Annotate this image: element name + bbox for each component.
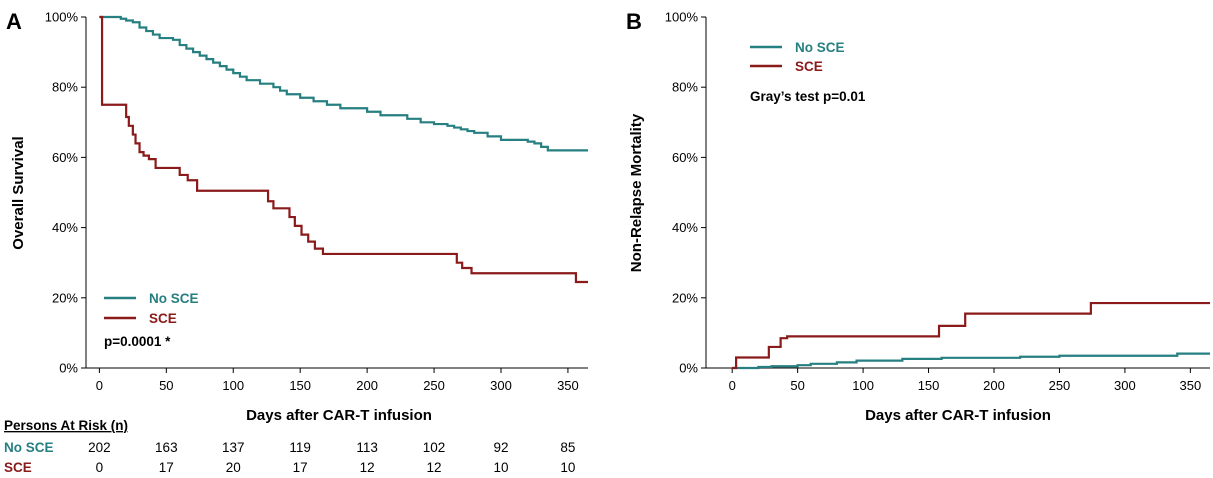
x-tick-label: 200 — [356, 378, 378, 393]
legend-label: No SCE — [149, 291, 199, 306]
y-tick-label: 20% — [52, 290, 78, 305]
panel-a-y-axis-title: Overall Survival — [10, 136, 27, 249]
panel-b-letter: B — [626, 9, 642, 34]
x-tick-label: 150 — [918, 378, 940, 393]
risk-table-cell: 0 — [96, 460, 104, 475]
legend-label: SCE — [149, 311, 177, 326]
risk-table-cell: 92 — [493, 440, 508, 455]
series-line-no-sce — [732, 352, 1210, 370]
y-tick-label: 80% — [672, 80, 698, 95]
risk-table-cell: 119 — [289, 440, 311, 455]
series-line-no-sce — [99, 15, 588, 152]
x-tick-label: 150 — [289, 378, 311, 393]
risk-table-cell: 137 — [222, 440, 245, 455]
x-tick-label: 350 — [1180, 378, 1202, 393]
risk-table-cell: 12 — [360, 460, 375, 475]
x-tick-label: 100 — [222, 378, 244, 393]
panel-a-p-value: p=0.0001 * — [104, 334, 171, 349]
risk-table-cell: 85 — [560, 440, 575, 455]
y-tick-label: 0% — [59, 361, 78, 376]
y-tick-label: 0% — [679, 361, 698, 376]
x-tick-label: 200 — [983, 378, 1005, 393]
y-tick-label: 20% — [672, 290, 698, 305]
x-tick-label: 350 — [557, 378, 579, 393]
risk-row-label-sce: SCE — [4, 460, 32, 475]
risk-table-cell: 17 — [293, 460, 308, 475]
panel-a-letter: A — [6, 9, 22, 34]
x-tick-label: 250 — [1049, 378, 1071, 393]
x-tick-label: 100 — [852, 378, 874, 393]
y-tick-label: 60% — [672, 150, 698, 165]
risk-table-title: Persons At Risk (n) — [4, 418, 128, 433]
y-tick-label: 40% — [672, 220, 698, 235]
x-tick-label: 300 — [490, 378, 512, 393]
x-tick-label: 0 — [729, 378, 736, 393]
panel-b-grays-test: Gray’s test p=0.01 — [750, 89, 866, 104]
chart-marks: 0%20%40%60%80%100%0 50 100 150 200 250 300 350N… — [45, 10, 1210, 475]
x-tick-label: 50 — [159, 378, 173, 393]
risk-table-cell: 20 — [226, 460, 241, 475]
risk-table-cell: 163 — [155, 440, 178, 455]
series-line-sce — [732, 301, 1210, 370]
legend-label: SCE — [795, 59, 823, 74]
x-tick-label: 250 — [423, 378, 445, 393]
y-tick-label: 60% — [52, 150, 78, 165]
x-tick-label: 300 — [1114, 378, 1136, 393]
risk-table-cell: 17 — [159, 460, 174, 475]
panel-b-y-axis-title: Non-Relapse Mortality — [628, 113, 645, 272]
risk-row-label-no-sce: No SCE — [4, 440, 54, 455]
x-tick-label: 50 — [790, 378, 804, 393]
y-tick-label: 80% — [52, 80, 78, 95]
panel-a-x-axis-title: Days after CAR-T infusion — [246, 407, 432, 424]
y-tick-label: 100% — [665, 10, 699, 25]
risk-table-cell: 102 — [423, 440, 446, 455]
y-tick-label: 40% — [52, 220, 78, 235]
y-tick-label: 100% — [45, 10, 79, 25]
risk-table-cell: 12 — [427, 460, 442, 475]
x-tick-label: 0 — [96, 378, 103, 393]
risk-table-cell: 113 — [356, 440, 378, 455]
risk-table-cell: 10 — [493, 460, 508, 475]
legend-label: No SCE — [795, 40, 845, 55]
risk-table-cell: 202 — [88, 440, 111, 455]
series-line-sce — [99, 15, 588, 284]
risk-table-cell: 10 — [560, 460, 575, 475]
panel-b-x-axis-title: Days after CAR-T infusion — [865, 407, 1051, 424]
